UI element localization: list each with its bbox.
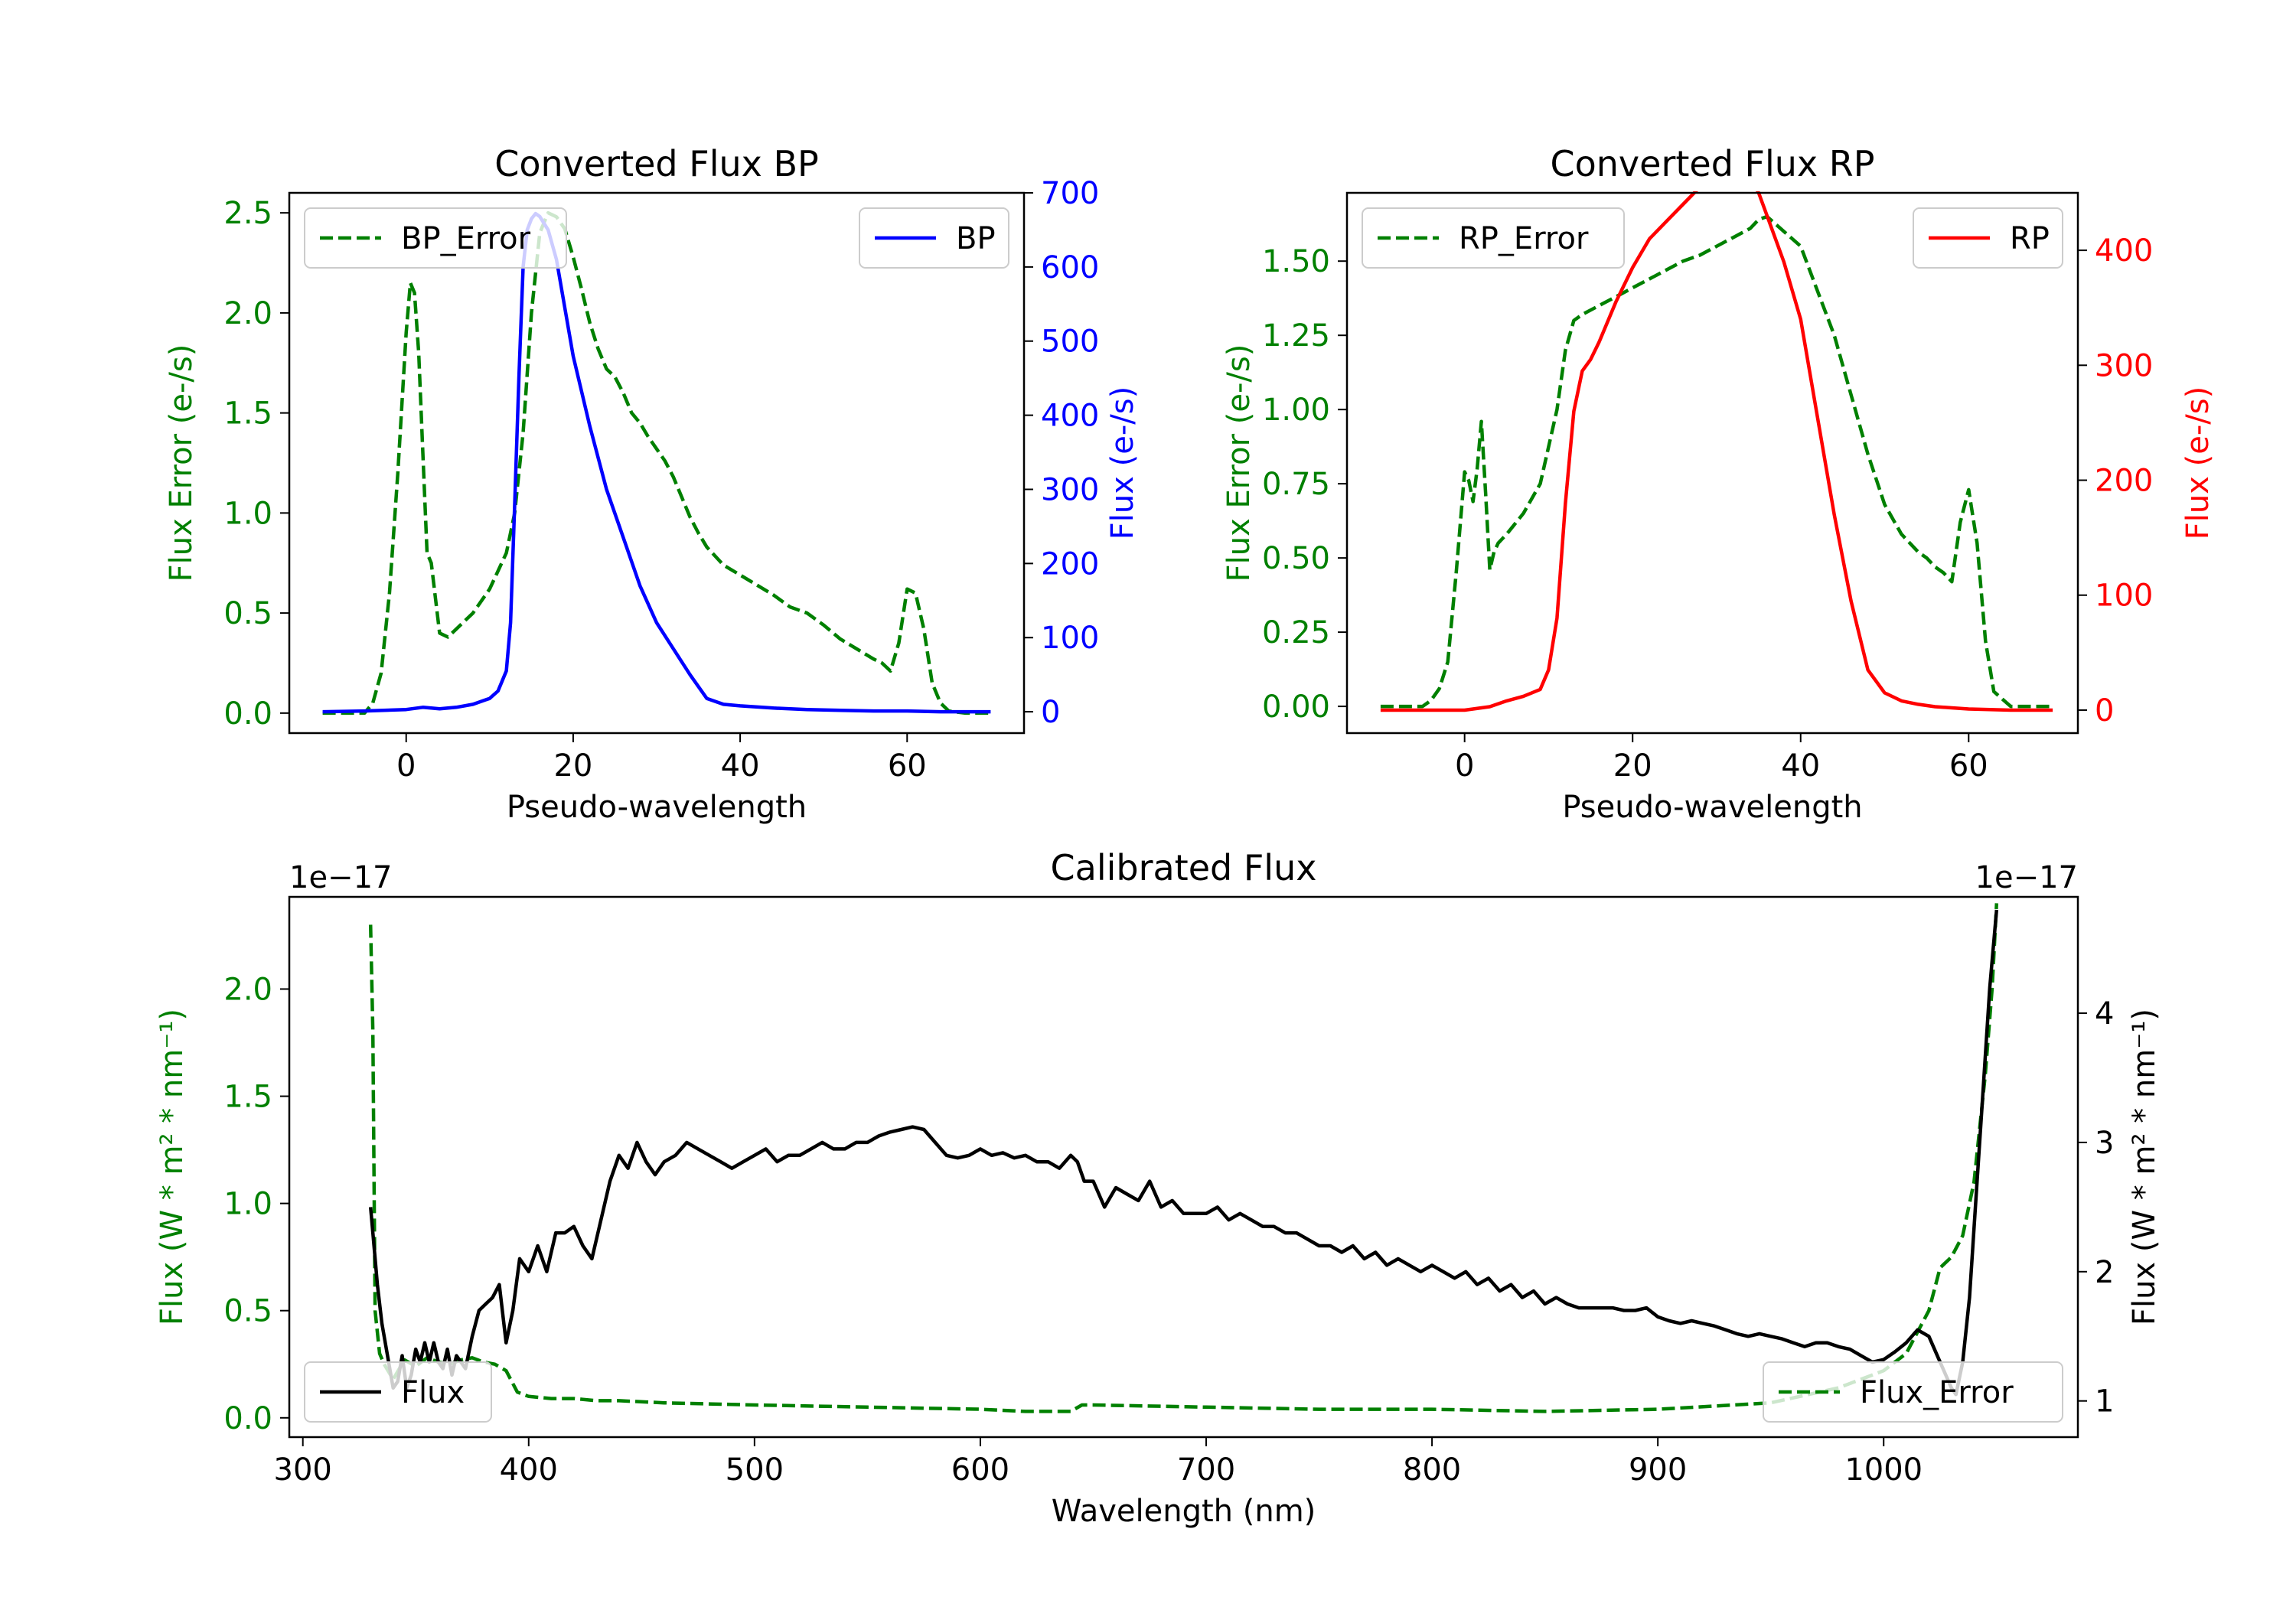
- plot-frame: [288, 895, 2079, 1439]
- y-left-tick-label: 0.0: [223, 1401, 272, 1436]
- series-rp-error-line: [1380, 214, 2053, 709]
- x-tick-label: 60: [1949, 748, 1988, 784]
- chart-title: Calibrated Flux: [1051, 847, 1317, 888]
- legend-label: RP_Error: [1459, 221, 1589, 256]
- y-left-tick-label: 0.0: [223, 696, 272, 732]
- legend-box: [1362, 207, 1625, 269]
- x-tick-label: 0: [396, 748, 416, 784]
- y-left-tick-label: 0.00: [1262, 689, 1330, 725]
- series-flux-line: [368, 909, 1999, 1397]
- x-axis-label: Pseudo-wavelength: [507, 790, 807, 825]
- y-left-tick-label: 1.50: [1262, 244, 1330, 279]
- legend-flux: Flux: [304, 1361, 492, 1423]
- legend-label: BP_Error: [401, 221, 531, 256]
- y-right-scale-offset: 1e−17: [1975, 860, 2078, 895]
- y-left-tick-label: 1.25: [1262, 318, 1330, 354]
- x-tick-label: 40: [1781, 748, 1820, 784]
- x-tick-label: 0: [1455, 748, 1474, 784]
- legend-bp: BP: [859, 207, 1009, 269]
- y-right-axis-label: Flux (e-/s): [2180, 386, 2216, 539]
- legend-label: RP: [2010, 221, 2050, 256]
- legend-rp-error: RP_Error: [1362, 207, 1625, 269]
- x-tick-label: 400: [500, 1452, 558, 1488]
- y-left-tick-label: 0.5: [223, 1294, 272, 1329]
- legend-box: [304, 1361, 492, 1423]
- x-axis-label: Pseudo-wavelength: [1562, 790, 1862, 825]
- chart-title: Converted Flux RP: [1551, 143, 1875, 184]
- x-axis-label: Wavelength (nm): [1052, 1494, 1316, 1529]
- chart-cal: 300 400 500 600 700 800 900 1000 0.0 0.5 1.0 1.5 2.0…: [155, 847, 2162, 1529]
- series-flux-error-line: [368, 903, 1999, 1413]
- x-tick-label: 20: [1613, 748, 1652, 784]
- series-bp-error-line: [322, 210, 991, 715]
- y-right-tick-label: 100: [2095, 579, 2153, 614]
- legend-flux-error: Flux_Error: [1763, 1361, 2063, 1423]
- y-left-tick-label: 2.5: [223, 196, 272, 231]
- y-left-tick-label: 2.0: [223, 972, 272, 1007]
- y-right-tick-label: 0: [1041, 695, 1060, 730]
- x-tick-label: 1000: [1844, 1452, 1923, 1488]
- legend-label: Flux_Error: [1860, 1375, 2014, 1410]
- x-tick-label: 700: [1177, 1452, 1235, 1488]
- legend-box: [1763, 1361, 2063, 1423]
- y-right-tick-label: 500: [1041, 324, 1099, 360]
- chart-rp: 0 20 40 60 0.00 0.25 0.50 0.75 1.00 1.25 1.50 0 100 2…: [1221, 143, 2216, 825]
- y-left-scale-offset: 1e−17: [289, 860, 392, 895]
- y-right-tick-label: 3: [2095, 1126, 2114, 1161]
- legend-rp: RP: [1913, 207, 2063, 269]
- y-left-tick-label: 1.0: [223, 1187, 272, 1222]
- y-left-tick-label: 0.25: [1262, 615, 1330, 650]
- x-tick-label: 300: [274, 1452, 332, 1488]
- y-right-tick-label: 4: [2095, 996, 2114, 1032]
- y-right-tick-label: 0: [2095, 693, 2114, 729]
- y-right-tick-label: 700: [1041, 176, 1099, 211]
- y-left-tick-label: 1.5: [223, 396, 272, 432]
- y-left-tick-label: 1.5: [223, 1080, 272, 1115]
- y-right-tick-label: 300: [1041, 472, 1099, 507]
- y-right-tick-label: 100: [1041, 621, 1099, 656]
- y-left-tick-label: 0.75: [1262, 467, 1330, 502]
- y-right-tick-label: 200: [2095, 464, 2153, 499]
- x-tick-label: 20: [553, 748, 592, 784]
- legend-label: Flux: [401, 1375, 465, 1410]
- x-tick-label: 60: [888, 748, 927, 784]
- chart-title: Converted Flux BP: [494, 143, 819, 184]
- y-left-tick-label: 0.50: [1262, 541, 1330, 576]
- legend-box: [304, 207, 567, 269]
- y-left-tick-label: 1.0: [223, 496, 272, 531]
- y-right-tick-label: 1: [2095, 1384, 2114, 1420]
- y-left-axis-label: Flux Error (e-/s): [1221, 344, 1257, 582]
- y-right-axis-label: Flux (W * m² * nm⁻¹): [2127, 1009, 2162, 1325]
- y-right-tick-label: 200: [1041, 546, 1099, 582]
- y-right-tick-label: 2: [2095, 1255, 2114, 1290]
- y-right-tick-label: 300: [2095, 348, 2153, 383]
- series-rp-line: [1380, 191, 2053, 712]
- y-left-tick-label: 1.00: [1262, 393, 1330, 428]
- legend-bp-error: BP_Error: [304, 207, 567, 269]
- x-tick-label: 900: [1629, 1452, 1687, 1488]
- legend-label: BP: [956, 221, 996, 256]
- y-left-tick-label: 0.5: [223, 596, 272, 631]
- y-left-axis-label: Flux (W * m² * nm⁻¹): [155, 1009, 190, 1325]
- plot-frame: [1345, 191, 2079, 735]
- x-tick-label: 800: [1403, 1452, 1461, 1488]
- y-left-tick-label: 2.0: [223, 296, 272, 331]
- x-tick-label: 600: [951, 1452, 1009, 1488]
- plot-frame: [288, 191, 1026, 735]
- charts-layer: 0 20 40 600.00.51.01.52.02.5010020030040050…: [155, 143, 2216, 1529]
- y-left-axis-label: Flux Error (e-/s): [164, 344, 199, 582]
- x-tick-label: 40: [721, 748, 760, 784]
- y-right-tick-label: 600: [1041, 250, 1099, 285]
- y-right-tick-label: 400: [2095, 233, 2153, 269]
- y-right-axis-label: Flux (e-/s): [1105, 386, 1140, 539]
- chart-bp: 0 20 40 60 0.0 0.5 1.0 1.5 2.0 2.5 0 100 200 300 400 50…: [164, 143, 1140, 825]
- x-tick-label: 500: [726, 1452, 784, 1488]
- y-right-tick-label: 400: [1041, 399, 1099, 434]
